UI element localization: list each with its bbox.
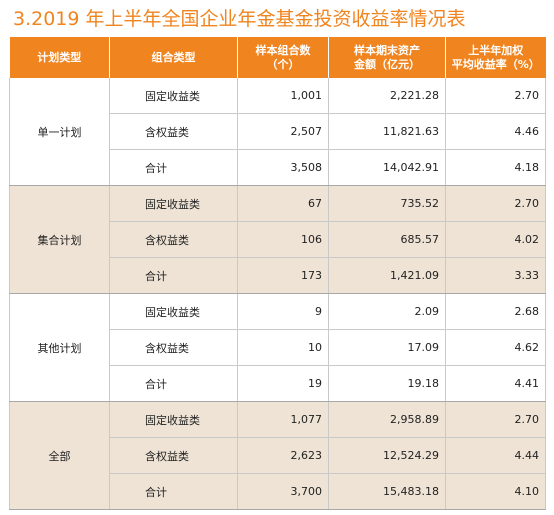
portfolio-type-cell: 含权益类	[109, 329, 238, 366]
sample-count-cell: 9	[237, 293, 329, 330]
plan-type-cell: 集合计划	[9, 185, 110, 294]
portfolio-type-cell: 合计	[109, 257, 238, 294]
page-title: 3.2019 年上半年全国企业年金基金投资收益率情况表	[13, 8, 466, 30]
header-assets-line2: 金额（亿元）	[354, 57, 420, 71]
returns-table: 计划类型 组合类型 样本组合数 （个） 样本期末资产 金额（亿元） 上半年加权 平均收…	[9, 37, 546, 510]
portfolio-type-cell: 含权益类	[109, 113, 238, 150]
portfolio-type-cell: 合计	[109, 149, 238, 186]
assets-cell: 17.09	[328, 329, 446, 366]
table-row: 全部 固定收益类 1,077 2,958.89 2.70	[9, 401, 546, 510]
return-cell: 2.70	[445, 78, 546, 114]
header-assets: 样本期末资产 金额（亿元）	[328, 37, 446, 78]
header-plan-type: 计划类型	[9, 37, 110, 78]
sample-count-cell: 2,507	[237, 113, 329, 150]
table-row: 含权益类 2,507 11,821.63 4.46	[10, 113, 546, 150]
sample-count-cell: 67	[237, 185, 329, 222]
table-row: 含权益类 106 685.57 4.02	[10, 221, 546, 258]
portfolio-type-cell: 含权益类	[109, 437, 238, 474]
table-row: 集合计划 固定收益类 67 735.52 2.70	[9, 185, 546, 294]
sample-count-cell: 19	[237, 365, 329, 402]
table-row: 合计 173 1,421.09 3.33	[10, 257, 546, 294]
table-row: 含权益类 10 17.09 4.62	[10, 329, 546, 366]
header-sample-count-line2: （个）	[266, 57, 300, 71]
portfolio-type-cell: 合计	[109, 473, 238, 510]
portfolio-type-cell: 含权益类	[109, 221, 238, 258]
plan-type-cell: 单一计划	[9, 78, 110, 186]
table-row: 含权益类 2,623 12,524.29 4.44	[10, 437, 546, 474]
assets-cell: 14,042.91	[328, 149, 446, 186]
table-row: 单一计划 固定收益类 1,001 2,221.28 2.70	[9, 78, 546, 186]
return-cell: 4.41	[445, 365, 546, 402]
assets-cell: 2,221.28	[328, 78, 446, 114]
return-cell: 4.44	[445, 437, 546, 474]
sample-count-cell: 10	[237, 329, 329, 366]
portfolio-type-cell: 固定收益类	[109, 185, 238, 222]
portfolio-type-cell: 固定收益类	[109, 401, 238, 438]
return-cell: 2.70	[445, 185, 546, 222]
table-row: 合计 19 19.18 4.41	[10, 365, 546, 402]
return-cell: 2.68	[445, 293, 546, 330]
assets-cell: 19.18	[328, 365, 446, 402]
header-return-line1: 上半年加权	[468, 43, 524, 57]
header-return: 上半年加权 平均收益率（%）	[445, 37, 546, 78]
portfolio-type-cell: 固定收益类	[109, 78, 238, 114]
portfolio-type-cell: 固定收益类	[109, 293, 238, 330]
sample-count-cell: 1,077	[237, 401, 329, 438]
sample-count-cell: 173	[237, 257, 329, 294]
assets-cell: 15,483.18	[328, 473, 446, 510]
return-cell: 2.70	[445, 401, 546, 438]
assets-cell: 685.57	[328, 221, 446, 258]
header-sample-count: 样本组合数 （个）	[237, 37, 329, 78]
table-header-row: 计划类型 组合类型 样本组合数 （个） 样本期末资产 金额（亿元） 上半年加权 平均收…	[9, 37, 546, 78]
return-cell: 4.18	[445, 149, 546, 186]
table-row: 其他计划 固定收益类 9 2.09 2.68	[9, 293, 546, 402]
assets-cell: 11,821.63	[328, 113, 446, 150]
plan-type-cell: 其他计划	[9, 293, 110, 402]
assets-cell: 2,958.89	[328, 401, 446, 438]
return-cell: 4.62	[445, 329, 546, 366]
assets-cell: 735.52	[328, 185, 446, 222]
assets-cell: 1,421.09	[328, 257, 446, 294]
return-cell: 4.46	[445, 113, 546, 150]
header-return-line2: 平均收益率（%）	[451, 57, 540, 71]
header-sample-count-line1: 样本组合数	[255, 43, 311, 57]
assets-cell: 12,524.29	[328, 437, 446, 474]
assets-cell: 2.09	[328, 293, 446, 330]
portfolio-type-cell: 合计	[109, 365, 238, 402]
header-assets-line1: 样本期末资产	[354, 43, 420, 57]
return-cell: 4.02	[445, 221, 546, 258]
table-row: 合计 3,700 15,483.18 4.10	[10, 473, 546, 510]
return-cell: 3.33	[445, 257, 546, 294]
sample-count-cell: 106	[237, 221, 329, 258]
table-row: 合计 3,508 14,042.91 4.18	[10, 149, 546, 186]
plan-type-cell: 全部	[9, 401, 110, 510]
sample-count-cell: 2,623	[237, 437, 329, 474]
sample-count-cell: 1,001	[237, 78, 329, 114]
header-portfolio-type: 组合类型	[109, 37, 238, 78]
return-cell: 4.10	[445, 473, 546, 510]
sample-count-cell: 3,700	[237, 473, 329, 510]
sample-count-cell: 3,508	[237, 149, 329, 186]
